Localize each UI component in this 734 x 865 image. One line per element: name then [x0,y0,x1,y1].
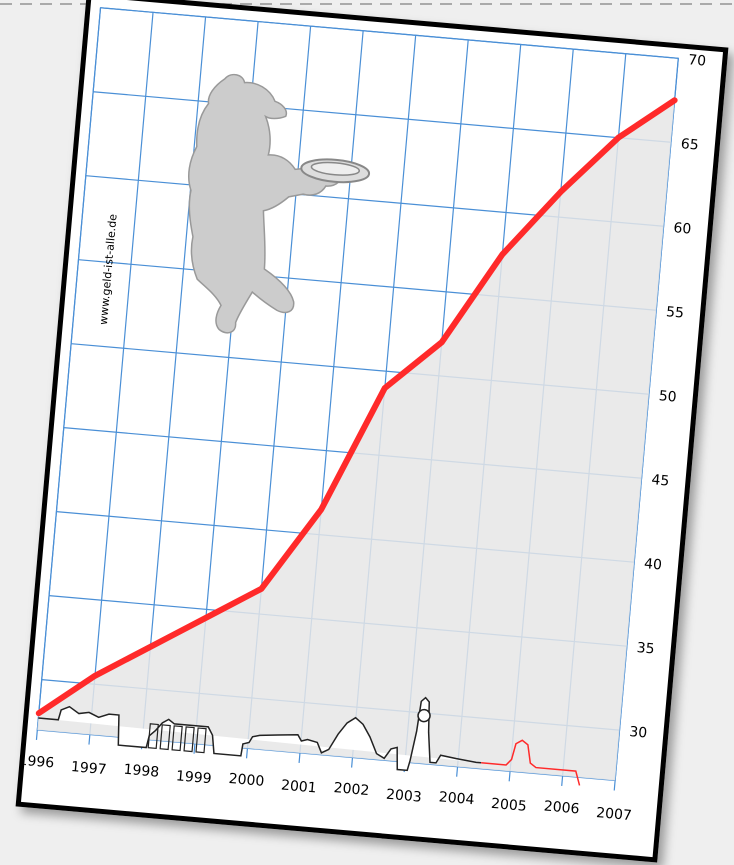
area-under-line [37,100,675,781]
gate-column [147,723,159,750]
x-tick-label: 2006 [543,798,580,817]
grid-line-vertical [140,16,207,750]
x-tick-label: 2000 [228,771,265,790]
y-tick-label: 70 [687,52,706,69]
y-tick-label: 65 [680,136,699,153]
x-tick-label: 2001 [280,777,317,796]
watermark-text: www.geld-ist-alle.de [97,213,120,325]
y-tick-label: 45 [651,472,670,489]
grid-line-vertical [88,12,154,745]
gate-column [159,724,171,751]
gate-column [171,725,183,752]
y-tick-labels: 30 35 40 45 50 55 60 65 70 [629,52,707,741]
x-tick-label: 1996 [21,752,55,771]
berlin-skyline-icon [38,696,581,786]
x-tick-label: 1997 [70,759,107,778]
y-tick-label: 30 [629,724,648,741]
x-tick-label: 1998 [123,762,160,781]
skyline-outline [38,696,482,772]
x-tick-label: 1999 [175,768,212,787]
gate-column [195,727,207,754]
grid-line-horizontal [93,91,672,143]
y-tick-label: 55 [665,304,684,321]
y-tick-label: 60 [673,220,692,237]
berlin-bear-icon [188,73,371,334]
tv-tower-ball [417,708,431,723]
line-chart: www.geld-ist-alle.de 303540455055606570 … [21,7,707,824]
y-tick-label: 40 [643,556,662,573]
x-tick-label: 2004 [438,789,475,808]
series-path [35,97,678,717]
x-tick-label: 2005 [490,796,527,815]
skyline-outline-red [481,739,581,786]
x-tick-label: 2003 [385,787,422,806]
x-tick-label: 2002 [333,780,370,799]
area-fill [37,100,675,781]
x-tick-label: 2007 [596,805,633,824]
bear-plate [300,158,371,184]
chart-card: www.geld-ist-alle.de 30 35 40 45 50 55 60 65 70 … [15,0,729,863]
x-tick-labels: 1996 1997 1998 1999 2000 2001 2002 2003 2004 2005… [21,752,633,824]
series-line [35,97,678,717]
gate-column [183,726,195,753]
y-tick-label: 35 [636,640,655,657]
y-tick-label: 50 [658,388,677,405]
